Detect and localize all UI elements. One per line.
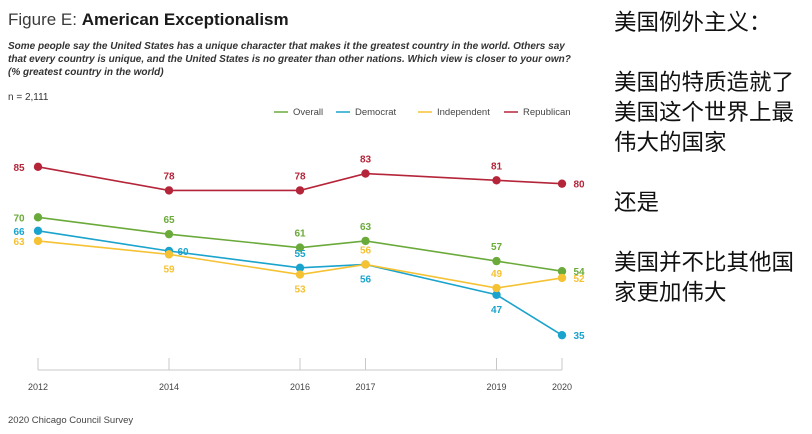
data-label-democrat: 35 — [573, 331, 585, 342]
data-point-democrat — [295, 263, 305, 273]
data-point-democrat — [33, 226, 43, 235]
x-tick-label: 2016 — [290, 382, 310, 392]
x-tick-label: 2019 — [486, 382, 506, 392]
data-point-republican — [164, 186, 174, 195]
data-label-republican: 78 — [294, 171, 306, 182]
data-label-independent: 52 — [573, 274, 585, 285]
x-tick-label: 2012 — [28, 382, 48, 392]
data-point-overall — [492, 256, 501, 266]
x-tick-label: 2014 — [159, 382, 179, 392]
legend-label-independent: Independent — [437, 107, 490, 118]
data-point-independent — [33, 236, 43, 246]
data-label-democrat: 60 — [177, 247, 189, 258]
data-label-democrat: 56 — [360, 274, 372, 285]
data-point-overall — [164, 229, 174, 239]
data-point-republican — [361, 169, 370, 178]
legend-label-democrat: Democrat — [355, 107, 397, 118]
side-text-panel: 美国例外主义： 美国的特质造就了美国这个世界上最伟大的国家 还是 美国并不比其他… — [614, 8, 810, 308]
data-label-independent: 49 — [491, 269, 503, 280]
legend-label-overall: Overall — [293, 107, 323, 118]
series-line-republican — [37, 166, 563, 192]
x-tick-label: 2020 — [552, 382, 572, 392]
data-label-overall: 57 — [491, 242, 503, 253]
data-point-overall — [295, 243, 305, 252]
side-text-option-b: 美国并不比其他国家更加伟大 — [614, 250, 795, 306]
data-point-independent — [295, 270, 305, 279]
series-line-independent — [37, 240, 563, 289]
survey-question: Some people say the United States has a … — [8, 41, 571, 78]
x-axis: 2012 2014 2016 2017 2019 2020 — [28, 358, 572, 392]
data-point-overall — [33, 213, 43, 222]
data-label-republican: 78 — [163, 171, 175, 182]
data-label-republican: 80 — [573, 180, 585, 191]
data-label-overall: 65 — [163, 215, 175, 226]
data-label-independent: 53 — [294, 285, 306, 296]
data-label-republican: 85 — [13, 163, 25, 174]
data-label-republican: 81 — [491, 161, 503, 172]
plot-area: 70 65 61 63 57 54 66 60 55 56 47 35 63 59 53 56 49 52 85 78… — [13, 155, 585, 343]
data-point-republican — [33, 162, 43, 172]
series-line-overall — [37, 216, 563, 272]
figure-title-prefix: Figure E: — [8, 10, 82, 29]
data-label-independent: 63 — [13, 237, 25, 248]
data-point-republican — [295, 186, 305, 195]
side-text-heading: 美国例外主义： — [614, 10, 772, 36]
data-point-republican — [492, 176, 501, 185]
data-label-democrat: 55 — [294, 249, 306, 260]
line-chart: Overall Democrat Independent Republican 201… — [13, 107, 585, 392]
data-label-democrat: 47 — [491, 305, 503, 316]
x-tick-label: 2017 — [355, 382, 375, 392]
data-label-republican: 83 — [360, 155, 372, 166]
data-point-independent — [164, 250, 174, 259]
series-line-democrat — [37, 230, 563, 336]
data-label-independent: 59 — [163, 264, 175, 275]
data-label-overall: 61 — [294, 229, 306, 240]
data-label-democrat: 66 — [13, 227, 25, 238]
sample-size: n = 2,111 — [8, 92, 49, 103]
side-text-or: 还是 — [614, 190, 660, 216]
chart-legend: Overall Democrat Independent Republican — [274, 107, 571, 118]
data-point-democrat — [557, 330, 567, 340]
data-point-republican — [557, 179, 567, 188]
source-note: 2020 Chicago Council Survey — [8, 415, 134, 426]
data-label-overall: 54 — [573, 267, 585, 278]
data-point-overall — [557, 267, 567, 276]
data-point-overall — [361, 236, 370, 246]
data-point-independent — [361, 260, 370, 269]
side-text-option-a: 美国的特质造就了美国这个世界上最伟大的国家 — [614, 70, 795, 156]
data-point-democrat — [492, 290, 501, 299]
data-label-independent: 56 — [360, 245, 372, 256]
figure-title-main: American Exceptionalism — [81, 10, 289, 29]
data-label-overall: 63 — [360, 222, 372, 233]
data-point-independent — [557, 273, 567, 283]
figure-title: Figure E: American Exceptionalism — [8, 10, 289, 30]
data-label-overall: 70 — [13, 213, 25, 224]
legend-label-republican: Republican — [523, 107, 571, 118]
data-point-independent — [492, 283, 501, 293]
